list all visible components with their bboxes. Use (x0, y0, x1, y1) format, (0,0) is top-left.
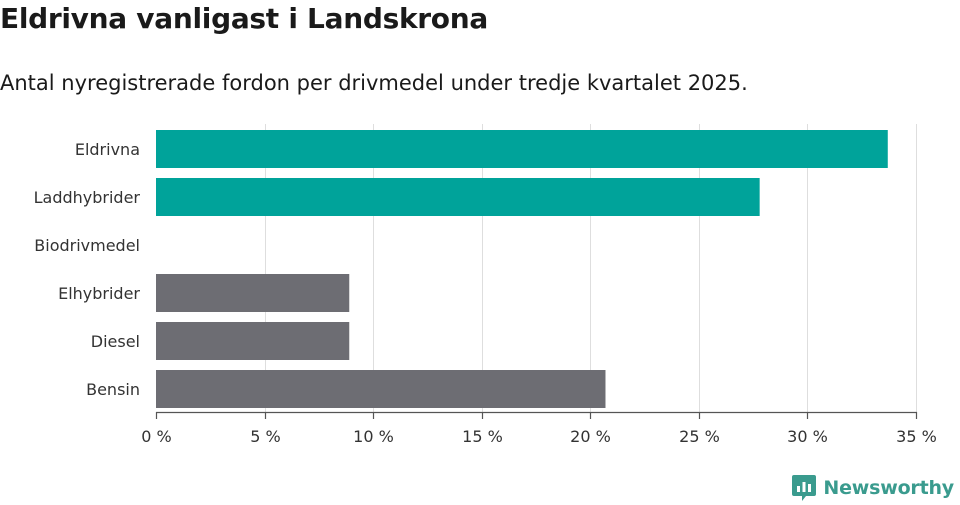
bar-diesel (156, 322, 350, 360)
newsworthy-logo-text: Newsworthy (823, 477, 954, 499)
chart-subtitle: Antal nyregistrerade fordon per drivmede… (0, 71, 748, 95)
x-tick-label-5: 25 % (679, 427, 720, 446)
category-labels: Eldrivna Laddhybrider Biodrivmedel Elhybrid… (34, 140, 141, 399)
x-tick-label-2: 10 % (353, 427, 394, 446)
x-tick-label-6: 30 % (787, 427, 828, 446)
bar-chart: Eldrivna Laddhybrider Biodrivmedel Elhybrid… (34, 124, 937, 446)
category-label-eldrivna: Eldrivna (75, 140, 140, 159)
x-tick-label-3: 15 % (462, 427, 503, 446)
category-label-elhybrider: Elhybrider (58, 284, 140, 303)
category-label-biodrivmedel: Biodrivmedel (34, 236, 140, 255)
bar-elhybrider (156, 274, 350, 312)
gridlines (265, 124, 917, 412)
newsworthy-logo: Newsworthy (791, 474, 954, 502)
category-label-bensin: Bensin (86, 380, 140, 399)
chart-title: Eldrivna vanligast i Landskrona (0, 2, 488, 35)
bars (156, 130, 888, 408)
bar-laddhybrider (156, 178, 760, 216)
x-tick-label-0: 0 % (141, 427, 171, 446)
x-tick-label-7: 35 % (896, 427, 937, 446)
category-label-diesel: Diesel (91, 332, 140, 351)
bar-eldrivna (156, 130, 888, 168)
bar-bensin (156, 370, 606, 408)
x-tick-label-1: 5 % (250, 427, 280, 446)
newsworthy-logo-icon (792, 475, 817, 501)
x-axis-ticks: 0 % 5 % 10 % 15 % 20 % 25 % 30 % 35 % (141, 412, 937, 446)
x-tick-label-4: 20 % (570, 427, 611, 446)
category-label-laddhybrider: Laddhybrider (34, 188, 141, 207)
